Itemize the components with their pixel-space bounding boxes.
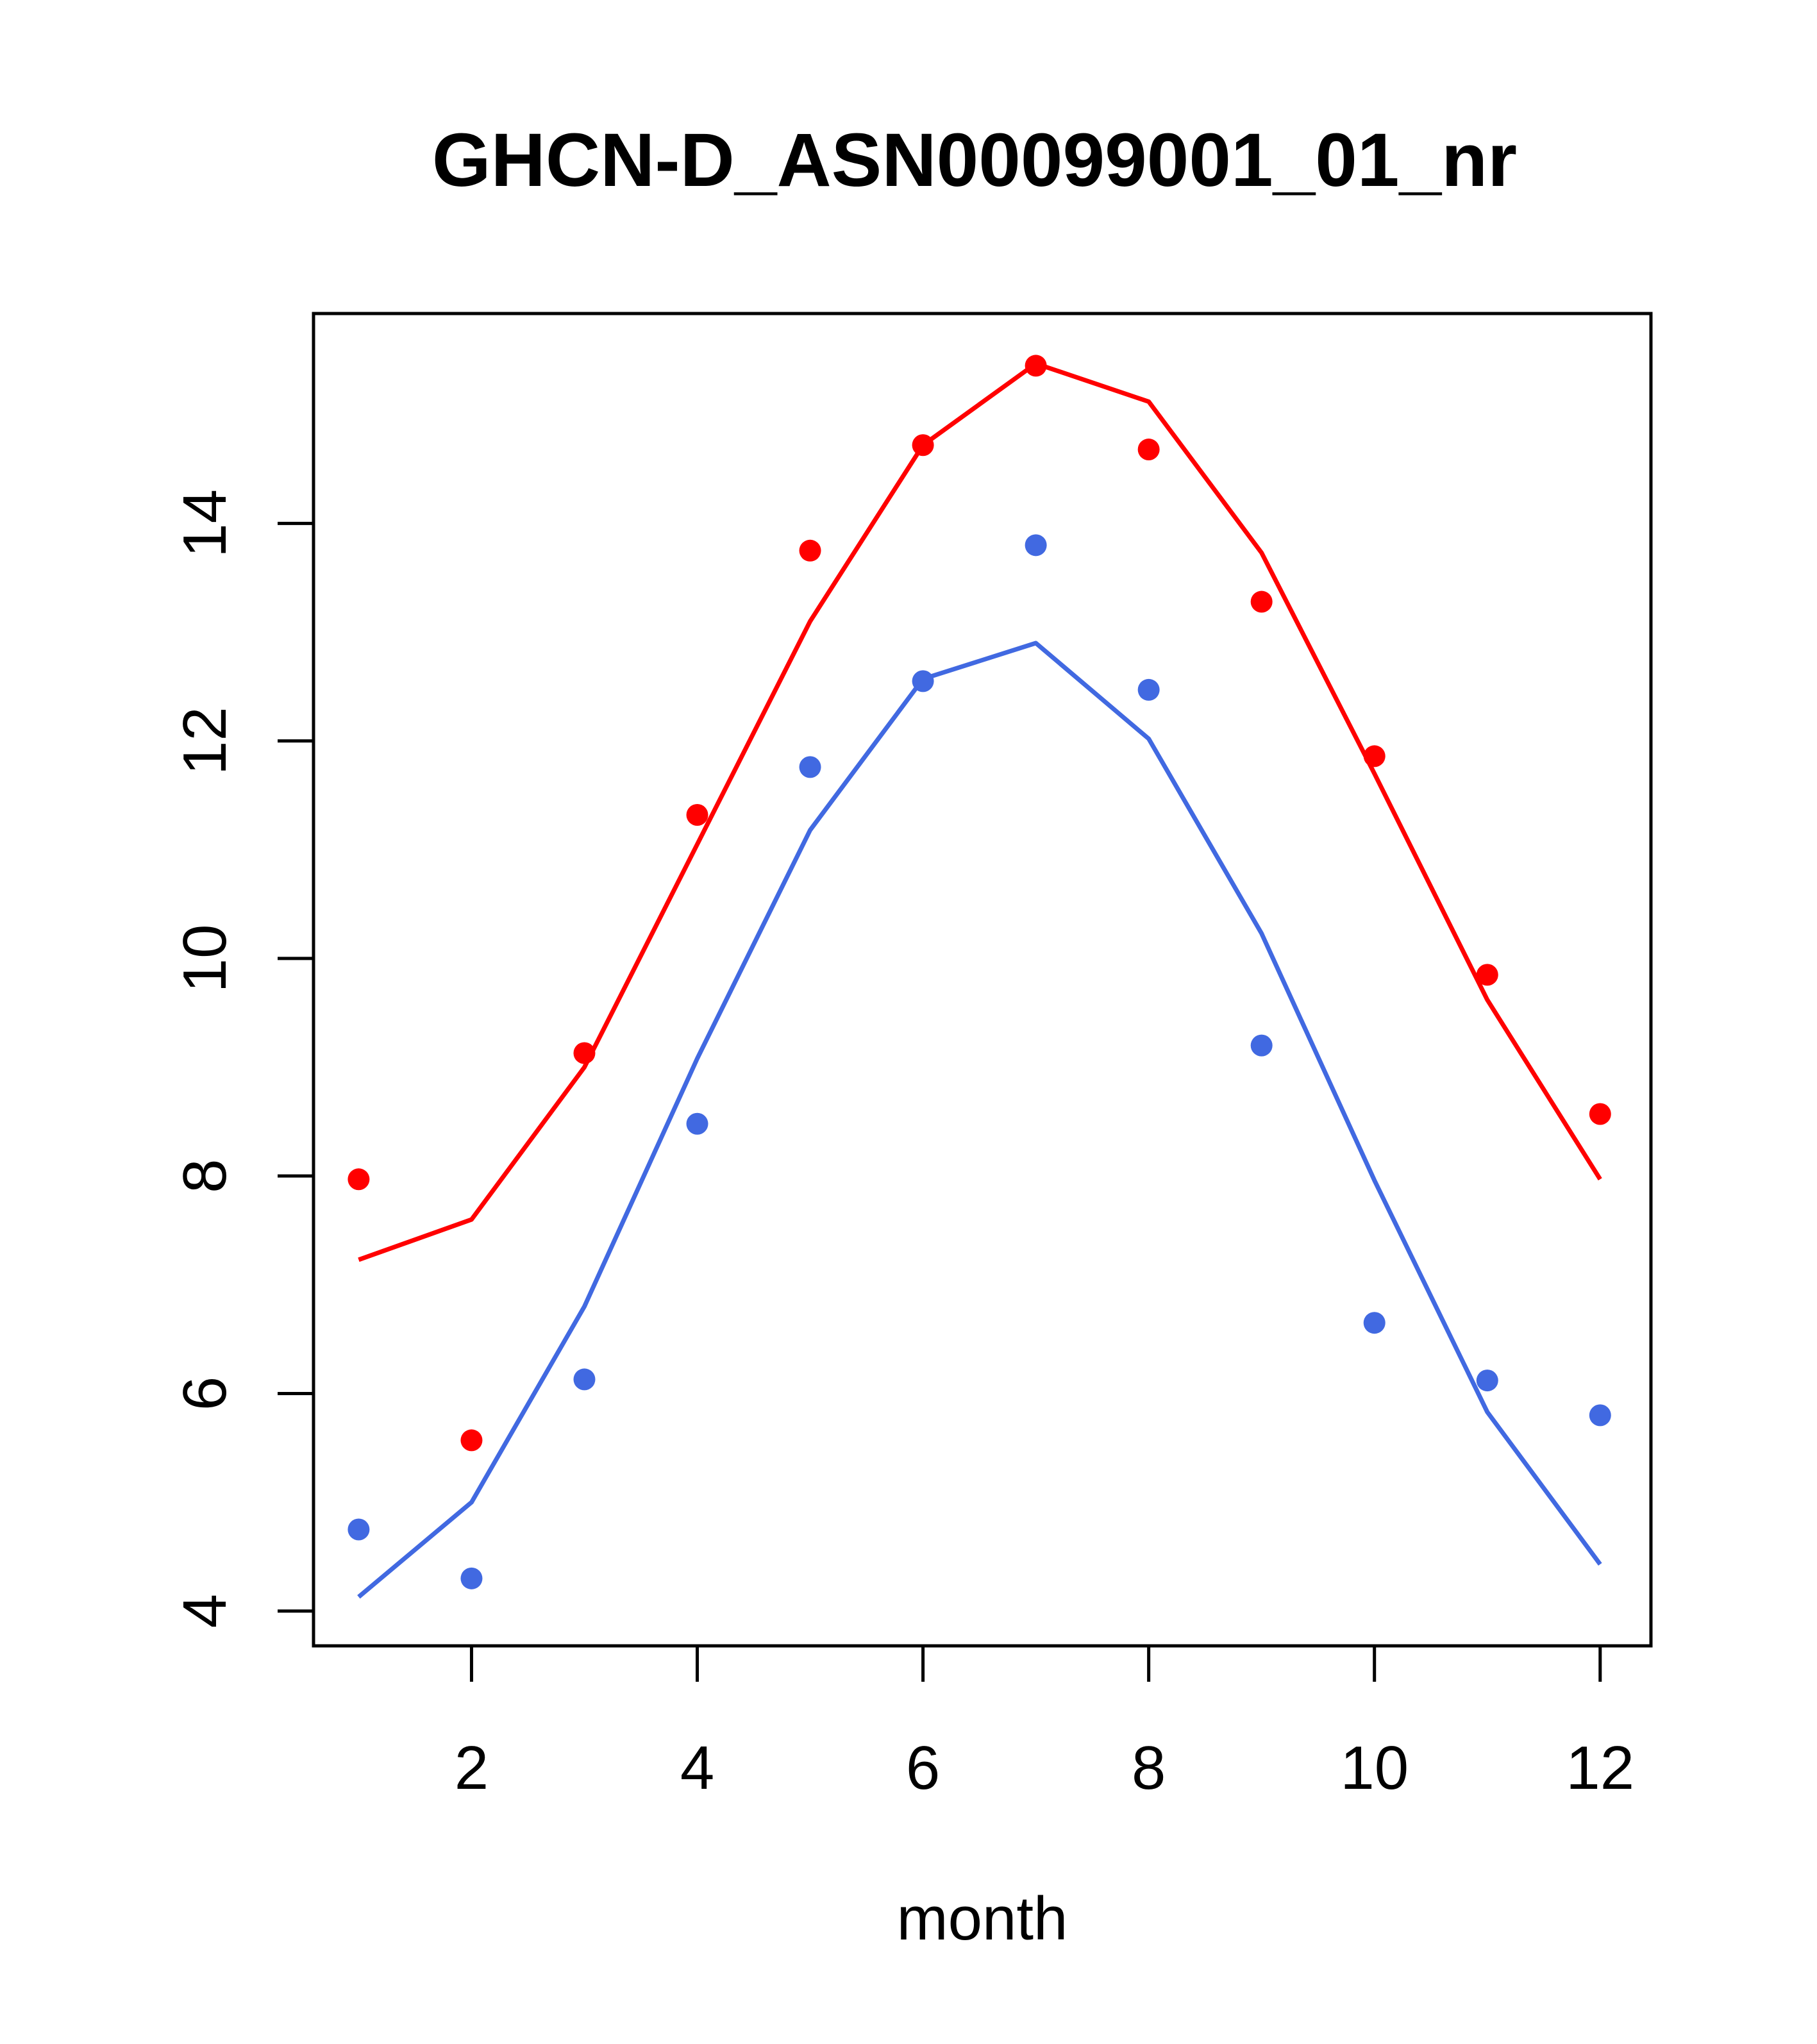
data-point-0 — [573, 1042, 596, 1064]
x-tick-label: 12 — [1566, 1734, 1634, 1802]
data-point-0 — [1137, 439, 1160, 461]
y-tick-label: 12 — [171, 707, 239, 775]
data-point-0 — [1025, 355, 1047, 377]
x-tick-label: 4 — [680, 1734, 714, 1802]
x-tick-label: 10 — [1340, 1734, 1409, 1802]
data-point-0 — [799, 539, 821, 562]
data-point-0 — [460, 1429, 483, 1452]
data-point-1 — [1363, 1312, 1386, 1334]
y-tick-label: 6 — [171, 1377, 239, 1411]
data-point-1 — [1476, 1370, 1498, 1392]
data-point-1 — [799, 756, 821, 778]
data-point-0 — [912, 434, 934, 457]
series-line-0 — [358, 361, 1602, 1262]
data-point-1 — [460, 1567, 483, 1589]
series-line-1 — [357, 641, 1602, 1599]
chart-title: GHCN-D_ASN00099001_01_nr — [432, 118, 1517, 203]
data-point-1 — [347, 1518, 370, 1541]
plot-frame — [312, 312, 1653, 1648]
data-point-0 — [1250, 591, 1273, 613]
x-tick-label: 8 — [1132, 1734, 1166, 1802]
data-point-1 — [573, 1368, 596, 1391]
x-tick-label: 2 — [455, 1734, 489, 1802]
data-point-1 — [1589, 1404, 1611, 1427]
y-tick-label: 14 — [171, 489, 239, 558]
y-axis: 4 6 8 10 12 14 — [171, 489, 315, 1628]
series-layer — [347, 355, 1611, 1599]
data-point-0 — [1476, 964, 1498, 986]
data-point-0 — [1589, 1103, 1611, 1125]
data-point-1 — [1137, 678, 1160, 701]
data-point-1 — [912, 670, 934, 692]
data-point-1 — [686, 1112, 708, 1135]
x-axis-label: month — [897, 1884, 1068, 1953]
y-tick-label: 8 — [171, 1159, 239, 1193]
data-point-1 — [1025, 534, 1047, 557]
y-tick-label: 10 — [171, 925, 239, 993]
x-tick-label: 6 — [906, 1734, 940, 1802]
x-axis: 2 4 6 8 10 12 — [455, 1644, 1634, 1802]
data-point-1 — [1250, 1034, 1273, 1057]
y-tick-label: 4 — [171, 1594, 239, 1628]
data-point-0 — [686, 804, 708, 826]
data-point-0 — [1363, 745, 1386, 767]
data-point-0 — [347, 1168, 370, 1191]
